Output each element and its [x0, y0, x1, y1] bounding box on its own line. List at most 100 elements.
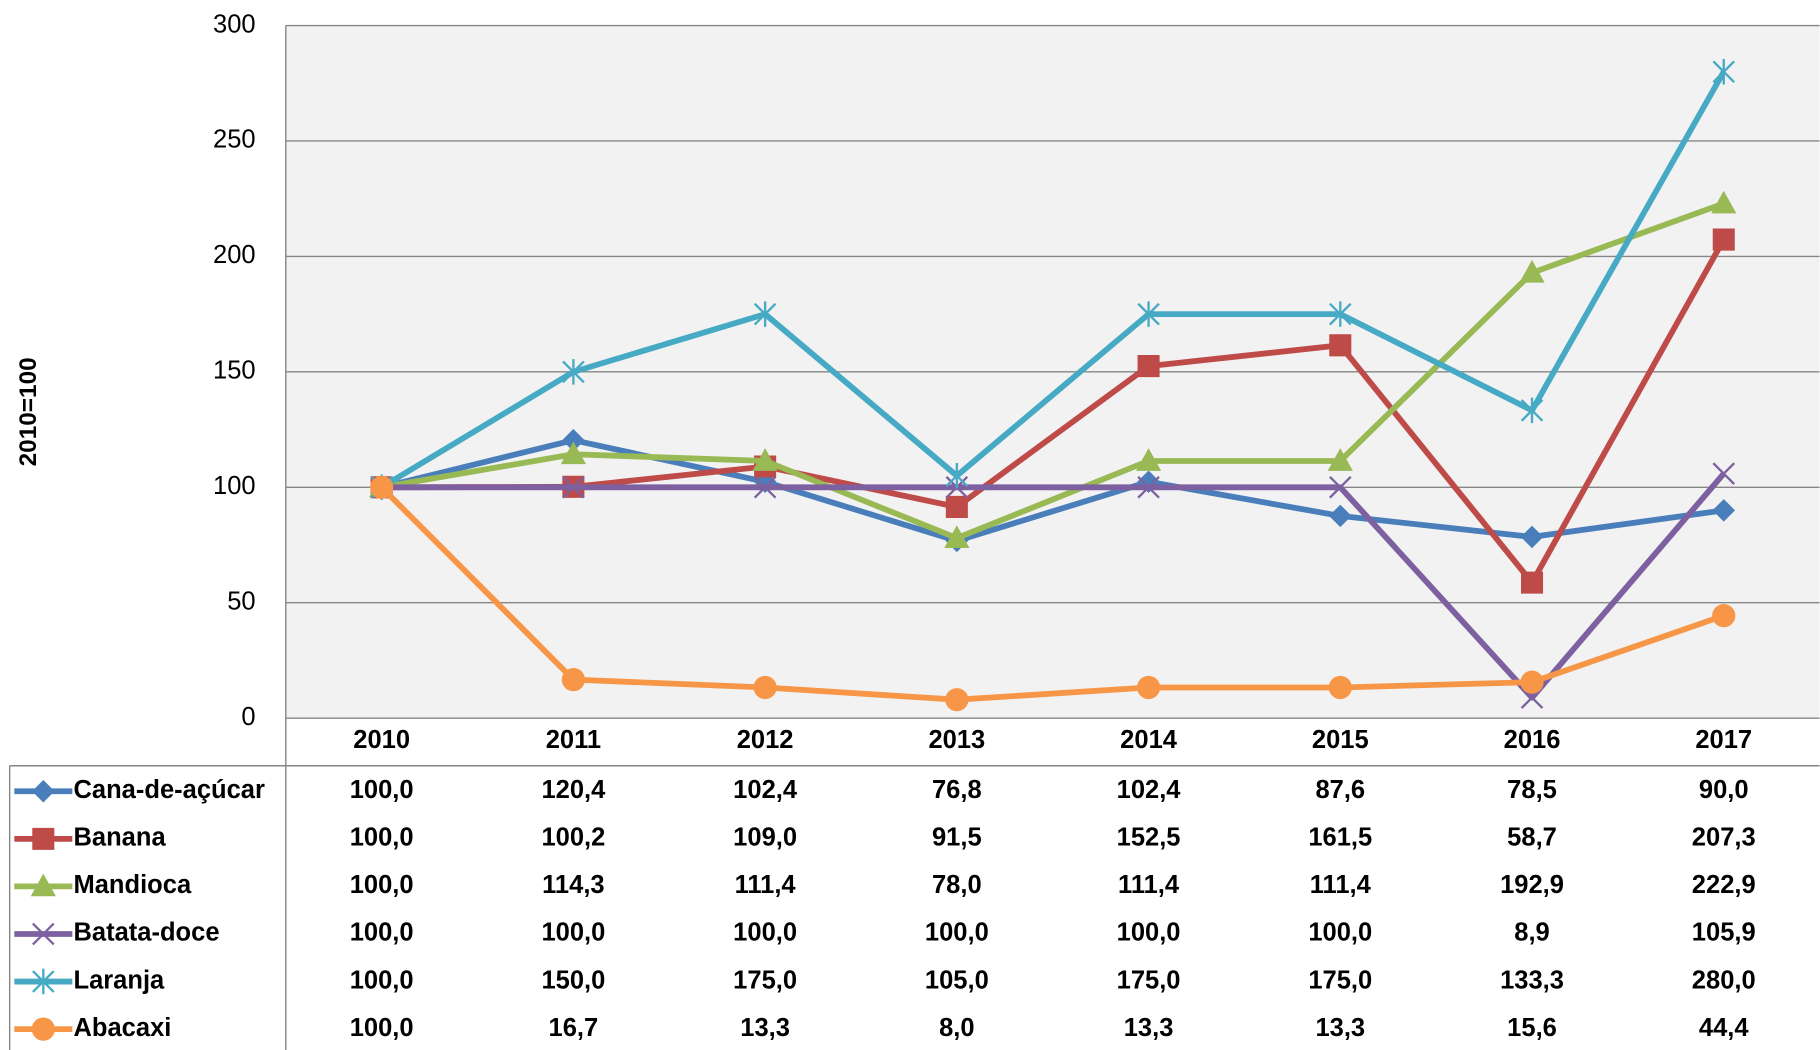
marker — [1329, 504, 1352, 528]
marker — [944, 525, 970, 548]
series-line — [380, 70, 1727, 490]
legend-label: Laranja — [73, 966, 165, 994]
marker — [1327, 448, 1353, 471]
legend-marker — [32, 827, 55, 850]
marker — [945, 462, 969, 489]
series-line — [381, 471, 1726, 701]
y-tick-label: 250 — [213, 126, 256, 154]
table-value: 100,0 — [1308, 919, 1372, 947]
table-value: 192,9 — [1500, 871, 1564, 899]
x-tick-label: 2016 — [1504, 726, 1561, 754]
table-value: 90,0 — [1699, 776, 1749, 804]
marker — [1328, 675, 1352, 700]
x-tick-label: 2013 — [928, 726, 985, 754]
marker — [1712, 462, 1736, 485]
series-line — [380, 437, 1725, 544]
table-value: 76,8 — [932, 776, 982, 804]
table-value: 13,3 — [740, 1014, 790, 1042]
table-value: 102,4 — [1117, 776, 1182, 804]
x-tick-label: 2010 — [353, 726, 410, 754]
table-value: 87,6 — [1315, 776, 1365, 804]
legend-marker — [32, 922, 55, 946]
marker — [1520, 670, 1544, 694]
y-tick-label: 300 — [213, 10, 256, 38]
x-tick-label: 2011 — [546, 726, 601, 754]
table-value: 102,4 — [733, 776, 798, 804]
y-tick-label: 150 — [213, 357, 256, 385]
table-value: 16,7 — [549, 1014, 599, 1042]
table-value: 100,0 — [350, 776, 414, 804]
table-value: 111,4 — [735, 871, 797, 899]
marker — [1520, 397, 1544, 424]
marker — [370, 475, 394, 499]
table-value: 58,7 — [1507, 824, 1557, 852]
legend-label: Banana — [73, 824, 166, 852]
table-value: 152,5 — [1117, 824, 1181, 852]
table-value: 100,0 — [733, 919, 797, 947]
legend-label: Batata-doce — [73, 919, 219, 947]
marker — [1135, 448, 1162, 471]
table-value: 111,4 — [1310, 871, 1372, 899]
marker — [752, 448, 778, 471]
table-value: 175,0 — [733, 966, 797, 994]
marker — [753, 301, 777, 327]
marker — [1329, 476, 1352, 499]
table-value: 175,0 — [1308, 966, 1372, 994]
table-value: 109,0 — [733, 824, 797, 852]
table-value: 44,4 — [1699, 1014, 1749, 1042]
table-value: 100,0 — [350, 1014, 414, 1042]
legend-label: Cana-de-açúcar — [73, 776, 265, 804]
table-value: 133,3 — [1500, 966, 1564, 994]
series-line — [381, 200, 1725, 541]
marker — [1329, 301, 1352, 327]
y-tick-label: 100 — [213, 472, 256, 500]
table-value: 8,9 — [1514, 919, 1549, 947]
legend-marker — [32, 780, 55, 803]
table-value: 78,0 — [932, 871, 982, 899]
marker — [560, 441, 586, 465]
marker — [753, 675, 777, 700]
x-tick-label: 2017 — [1695, 726, 1752, 754]
table-value: 91,5 — [932, 824, 982, 852]
marker — [1521, 571, 1544, 594]
table-value: 114,3 — [542, 871, 604, 899]
legend-marker — [30, 873, 56, 897]
series-line — [379, 485, 1725, 703]
table-value: 100,0 — [1117, 919, 1181, 947]
series-line — [381, 238, 1727, 586]
marker — [1136, 675, 1161, 700]
marker — [1329, 334, 1352, 357]
table-value: 280,0 — [1692, 966, 1756, 994]
x-tick-label: 2014 — [1120, 726, 1178, 754]
table-value: 100,0 — [350, 824, 414, 852]
y-tick-label: 0 — [241, 703, 255, 731]
x-tick-label: 2012 — [737, 726, 794, 754]
table-value: 100,0 — [541, 919, 605, 947]
table-value: 15,6 — [1507, 1014, 1557, 1042]
table-value: 100,0 — [925, 919, 989, 947]
table-value: 100,0 — [350, 966, 414, 994]
table-value: 120,4 — [541, 776, 606, 804]
table-value: 175,0 — [1117, 966, 1181, 994]
marker — [1711, 190, 1737, 214]
table-value: 105,9 — [1692, 919, 1756, 947]
marker — [945, 495, 968, 518]
table-value: 222,9 — [1692, 871, 1756, 899]
table-value: 207,3 — [1692, 824, 1756, 852]
marker — [1712, 58, 1736, 85]
table-value: 100,2 — [541, 824, 605, 852]
marker — [1712, 604, 1736, 628]
marker — [562, 359, 585, 385]
marker — [1137, 476, 1160, 499]
table-value: 13,3 — [1315, 1014, 1365, 1042]
marker — [753, 476, 777, 499]
legend-marker — [31, 1017, 55, 1041]
marker — [1519, 260, 1545, 283]
table-value: 13,3 — [1124, 1014, 1174, 1042]
table-value: 8,0 — [939, 1014, 974, 1042]
x-tick-label: 2015 — [1312, 726, 1369, 754]
marker — [1137, 355, 1160, 378]
y-tick-label: 50 — [227, 587, 255, 615]
legend-label: Mandioca — [73, 871, 191, 899]
